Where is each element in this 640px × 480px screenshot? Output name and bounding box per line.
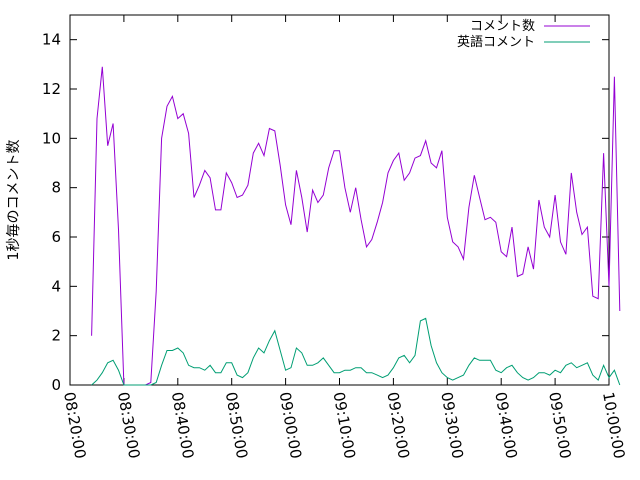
x-tick-label: 10:00:00 — [599, 391, 628, 460]
x-tick-label: 09:10:00 — [330, 391, 359, 460]
y-axis: 0 2 4 6 8 10 12 14 — [42, 31, 609, 394]
x-tick-label: 09:00:00 — [276, 391, 305, 460]
plot-border — [69, 14, 610, 386]
x-tick-label: 09:20:00 — [383, 391, 412, 460]
y-tick-label: 14 — [42, 31, 61, 49]
x-tick-label: 09:50:00 — [545, 391, 574, 460]
x-tick-label: 09:30:00 — [437, 391, 466, 460]
y-tick-label: 2 — [51, 327, 61, 345]
x-axis: 08:20:00 08:30:00 08:40:00 08:50:00 09:00:00… — [60, 15, 628, 460]
x-tick-label: 08:20:00 — [60, 391, 89, 460]
y-tick-label: 12 — [42, 80, 61, 98]
x-tick-label: 09:40:00 — [491, 391, 520, 460]
x-tick-label: 08:30:00 — [114, 391, 143, 460]
x-tick-label: 08:40:00 — [168, 391, 197, 460]
y-tick-label: 4 — [51, 277, 61, 295]
legend-label-1: 英語コメント — [457, 34, 535, 50]
y-tick-label: 8 — [51, 179, 61, 197]
series-layer — [91, 66, 621, 386]
y-tick-label: 0 — [51, 376, 61, 394]
series-line-1 — [91, 317, 621, 386]
y-tick-label: 6 — [51, 228, 61, 246]
y-tick-label: 10 — [42, 129, 61, 147]
series-line-0 — [91, 66, 621, 386]
plot-frame — [69, 14, 610, 386]
y-axis-label: 1秒毎のコメント数 — [6, 140, 22, 261]
x-tick-label: 08:50:00 — [222, 391, 251, 460]
legend-label-0: コメント数 — [470, 19, 535, 34]
